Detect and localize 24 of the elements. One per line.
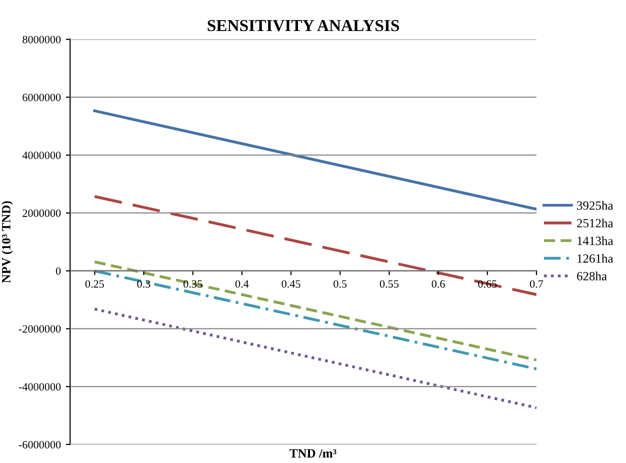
x-tick-label: 0.45 bbox=[282, 280, 300, 288]
legend-label: 2512ha bbox=[577, 218, 614, 228]
y-tick-label: 6000000 bbox=[22, 94, 61, 102]
legend-label: 3925ha bbox=[577, 200, 614, 210]
y-tick-label: 2000000 bbox=[22, 209, 61, 217]
chart-title: SENSITIVITY ANALYSIS bbox=[208, 20, 400, 32]
y-tick-label: -2000000 bbox=[18, 325, 61, 333]
x-tick-label: 0.7 bbox=[530, 280, 544, 288]
legend-label: 1261ha bbox=[578, 254, 614, 263]
x-tick-label: 0.6 bbox=[432, 280, 445, 288]
x-tick-label: 0.25 bbox=[85, 280, 104, 288]
x-tick-label: 0.5 bbox=[334, 280, 347, 288]
x-tick-label: 0.4 bbox=[235, 280, 249, 288]
y-axis-title: NPV (10³ TND) bbox=[2, 201, 13, 283]
x-tick-label: 0.3 bbox=[137, 280, 150, 288]
x-tick-label: 0.55 bbox=[380, 280, 398, 288]
legend-label: 1413ha bbox=[578, 236, 614, 246]
legend-label: 628ha bbox=[577, 272, 607, 280]
y-tick-label: 8000000 bbox=[22, 36, 61, 44]
y-tick-label: -4000000 bbox=[18, 383, 61, 391]
x-axis-title: TND /m³ bbox=[290, 449, 336, 458]
y-tick-label: 0 bbox=[56, 267, 61, 275]
y-tick-label: -6000000 bbox=[18, 440, 61, 448]
y-tick-label: 4000000 bbox=[22, 152, 61, 160]
